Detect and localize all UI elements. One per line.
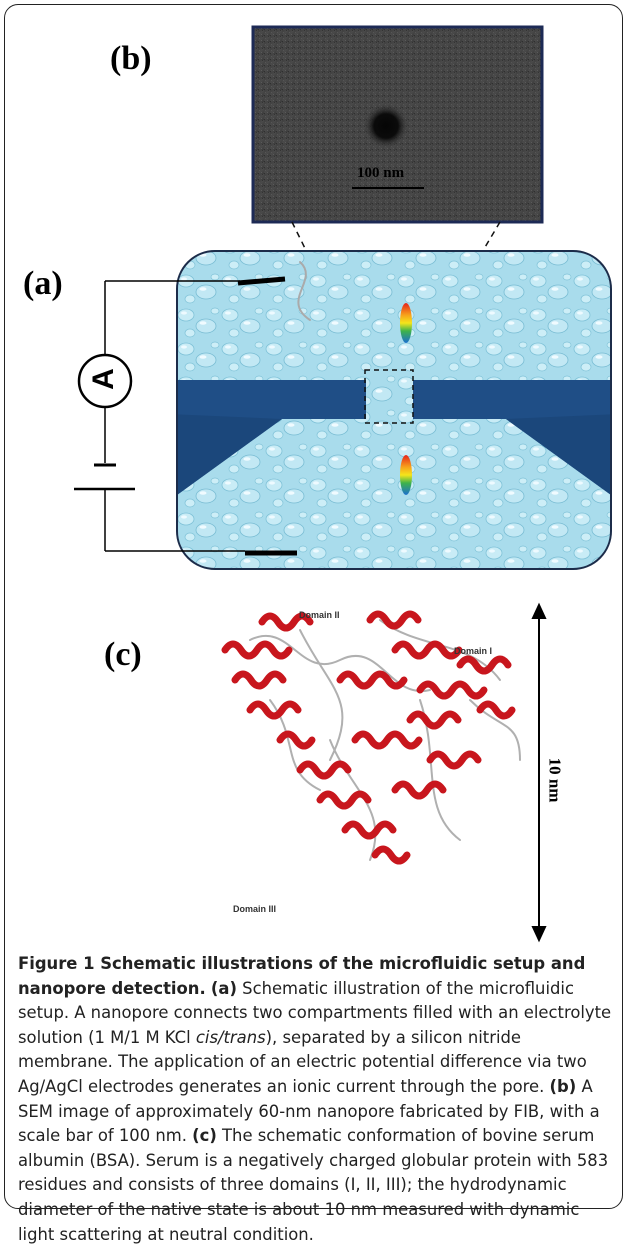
domain-1-label: Domain I (454, 646, 493, 656)
figure-graphic (74, 25, 612, 943)
protein-molecule-bottom (400, 455, 412, 495)
pore-box (364, 369, 414, 424)
circuit (74, 276, 297, 556)
scale-bar-label: 100 nm (357, 165, 405, 181)
protein-molecule-top (400, 303, 412, 343)
panel-label-a: (a) (23, 265, 63, 302)
membrane-top (177, 380, 366, 414)
panel-label-b: (b) (110, 40, 152, 77)
electrode-top (237, 276, 286, 286)
caption-a-text-2: ), separated by a silicon nitride membra… (18, 1027, 587, 1096)
panel-label-c: (c) (104, 636, 142, 673)
caption-tag-a: (a) (210, 978, 237, 998)
caption-title: Figure 1 Schematic illustrations of the … (18, 954, 586, 998)
bsa-structure (221, 261, 521, 865)
sem-image (251, 25, 544, 224)
caption-tag-b: (b) (549, 1076, 577, 1096)
domain-3-label: Domain III (233, 904, 277, 914)
fluidic-chamber (176, 250, 612, 570)
caption-a-italic: cis/trans (195, 1027, 266, 1047)
caption-a-text-1: Schematic illustration of the microfluid… (18, 978, 612, 1047)
size-label: 10 nm (545, 757, 565, 803)
size-arrow (531, 602, 547, 943)
domain-2-label: Domain II (299, 610, 340, 620)
caption-tag-c: (c) (192, 1126, 217, 1146)
ammeter-label: A (86, 368, 120, 390)
figure-caption: Figure 1 Schematic illustrations of the … (18, 952, 618, 1247)
caption-b-text: A SEM image of approximately 60-nm nanop… (18, 1076, 600, 1146)
